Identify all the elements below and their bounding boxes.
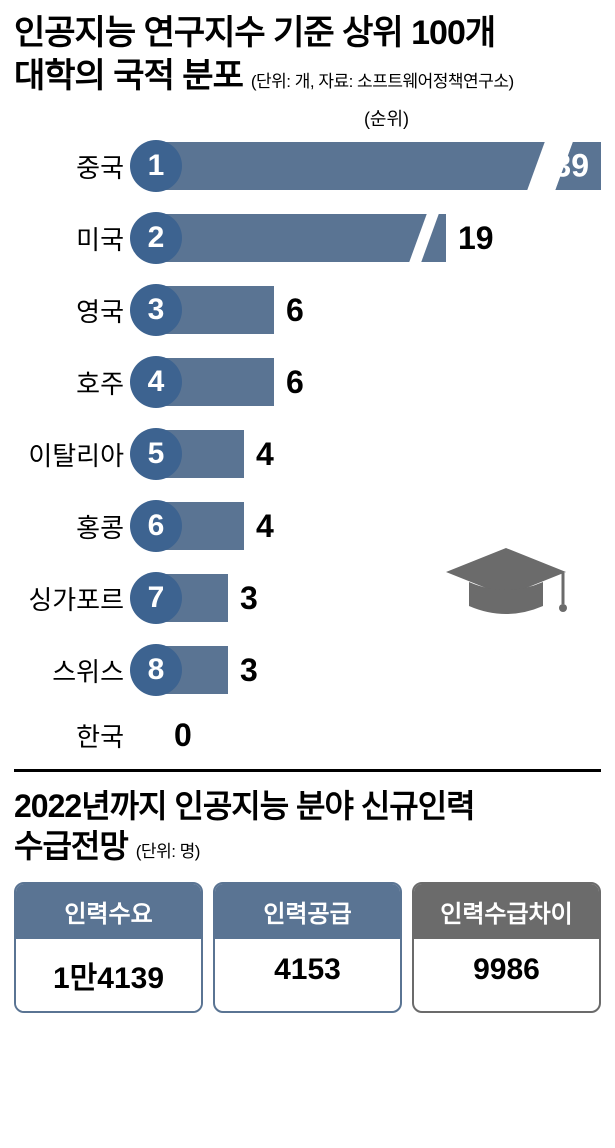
section2-title-line1: 2022년까지 인공지능 분야 신규인력	[14, 786, 601, 826]
stat-box-label: 인력수요	[16, 884, 201, 939]
bar-value: 39	[553, 148, 589, 185]
rank-badge: 3	[130, 284, 182, 336]
bar-value: 3	[240, 652, 258, 689]
rank-column-label: (순위)	[172, 105, 601, 131]
rank-badge: 5	[130, 428, 182, 480]
bar-value: 3	[240, 580, 258, 617]
country-label: 이탈리아	[14, 436, 130, 473]
stat-box-label: 인력공급	[215, 884, 400, 939]
rank-badge: 2	[130, 212, 182, 264]
country-label: 홍콩	[14, 508, 130, 545]
country-label: 스위스	[14, 652, 130, 689]
country-label: 한국	[14, 717, 130, 754]
graduation-cap-icon	[441, 540, 571, 635]
section1-title-line1: 인공지능 연구지수 기준 상위 100개	[14, 12, 601, 55]
bar-value: 6	[286, 364, 304, 401]
bar-value: 4	[256, 508, 274, 545]
ranking-bar-chart: 중국139미국219영국36호주46이탈리아54홍콩64싱가포르73스위스83한…	[14, 135, 601, 759]
stat-box-value: 1만4139	[16, 939, 201, 1011]
bar-value: 6	[286, 292, 304, 329]
chart-row-zero: 한국 0	[14, 711, 601, 759]
stat-box-value: 4153	[215, 939, 400, 1001]
section-divider	[14, 769, 601, 772]
rank-badge: 6	[130, 500, 182, 552]
country-label: 싱가포르	[14, 580, 130, 617]
country-label: 미국	[14, 220, 130, 257]
stat-box: 인력공급4153	[213, 882, 402, 1013]
section1-title-line2: 대학의 국적 분포	[14, 55, 243, 98]
stat-box: 인력수급차이9986	[412, 882, 601, 1013]
country-label: 호주	[14, 364, 130, 401]
bar: 39	[156, 142, 601, 190]
bar-value: 0	[174, 717, 192, 754]
rank-badge: 8	[130, 644, 182, 696]
chart-row: 스위스8 3	[14, 639, 601, 701]
bar-value: 4	[256, 436, 274, 473]
section1-meta: (단위: 개, 자료: 소프트웨어정책연구소)	[251, 67, 514, 92]
stat-box-label: 인력수급차이	[414, 884, 599, 939]
stat-box: 인력수요1만4139	[14, 882, 203, 1013]
chart-row: 미국2 19	[14, 207, 601, 269]
bar-value: 19	[458, 220, 494, 257]
rank-badge: 4	[130, 356, 182, 408]
stat-box-value: 9986	[414, 939, 599, 1001]
section2-title-line2: 수급전망	[14, 826, 128, 866]
country-label: 영국	[14, 292, 130, 329]
country-label: 중국	[14, 148, 130, 185]
rank-badge: 1	[130, 140, 182, 192]
rank-badge: 7	[130, 572, 182, 624]
chart-row: 영국3 6	[14, 279, 601, 341]
stat-boxes: 인력수요1만4139인력공급4153인력수급차이9986	[14, 882, 601, 1013]
section2-meta: (단위: 명)	[136, 837, 200, 862]
chart-row: 호주4 6	[14, 351, 601, 413]
chart-row: 이탈리아5 4	[14, 423, 601, 485]
chart-row: 중국1 39	[14, 135, 601, 197]
bar	[156, 214, 446, 262]
